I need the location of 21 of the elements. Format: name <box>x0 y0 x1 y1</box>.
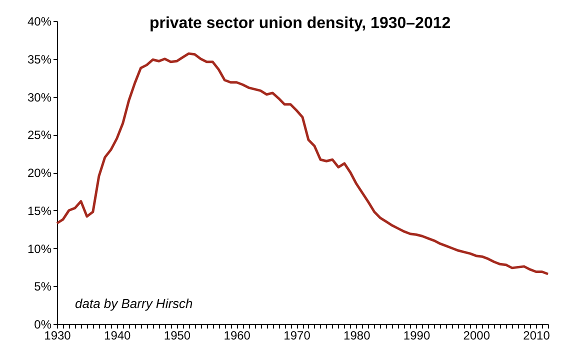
chart-title: private sector union density, 1930–2012 <box>149 15 451 32</box>
x-tick-label: 1970 <box>284 328 311 342</box>
y-tick-label: 35% <box>27 52 52 66</box>
x-tick-label: 1930 <box>44 328 72 342</box>
y-tick-label: 5% <box>34 280 52 294</box>
y-tick-label: 0% <box>34 318 52 332</box>
y-tick-label: 15% <box>27 204 52 218</box>
x-tick-label: 1950 <box>164 328 191 342</box>
line-series <box>56 52 550 276</box>
y-tick-label: 40% <box>27 14 52 28</box>
y-tick-label: 20% <box>27 166 52 180</box>
y-tick-label: 25% <box>27 128 52 142</box>
x-tick-label: 1980 <box>344 328 371 342</box>
x-tick-label: 2000 <box>463 328 490 342</box>
annotation: data by Barry Hirsch <box>75 296 193 311</box>
y-tick-label: 30% <box>27 90 52 104</box>
y-tick-label: 10% <box>27 242 52 256</box>
x-tick-label: 1960 <box>224 328 251 342</box>
x-tick-label: 1990 <box>403 328 430 342</box>
x-tick-label: 1940 <box>104 328 132 342</box>
x-tick-label: 2010 <box>523 328 550 342</box>
